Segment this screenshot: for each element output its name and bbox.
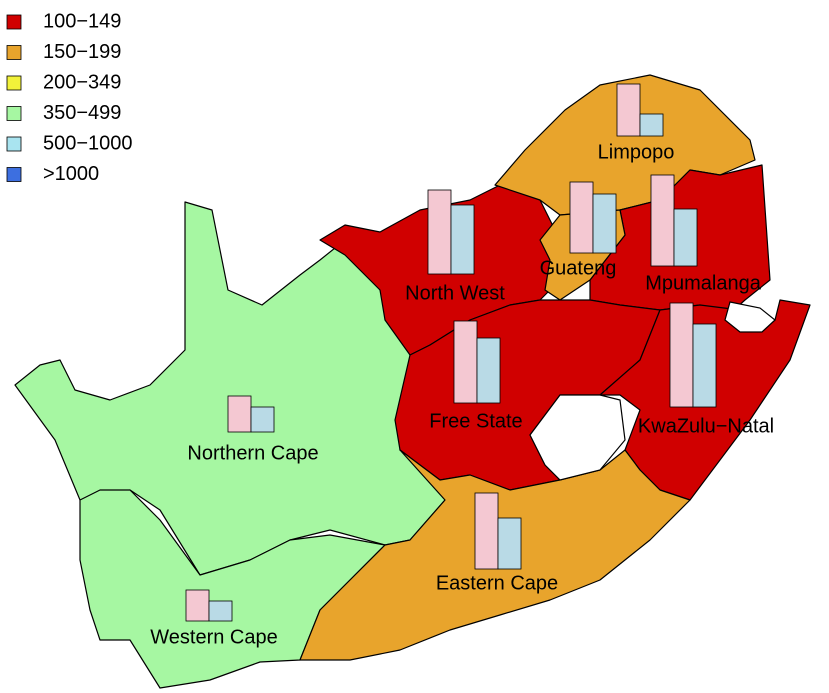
legend-swatch: [6, 167, 22, 182]
bar: [450, 204, 475, 275]
legend-label: 150−199: [43, 41, 121, 63]
bar: [427, 189, 452, 275]
province-label: Eastern Cape: [436, 572, 558, 594]
province-label: Northern Cape: [187, 442, 318, 464]
bar: [639, 113, 664, 137]
bar: [185, 589, 210, 622]
legend-label: 350−499: [43, 102, 121, 124]
bar: [650, 174, 675, 267]
bar: [250, 406, 275, 433]
bar: [569, 181, 594, 254]
province-label: North West: [405, 282, 505, 304]
province-label: Free State: [429, 410, 522, 432]
province-shape: [14, 201, 451, 576]
legend-label: >1000: [43, 163, 99, 185]
province-label: Limpopo: [598, 141, 675, 163]
bar: [616, 83, 641, 137]
legend-swatch: [6, 14, 22, 30]
province-label: Guateng: [540, 257, 617, 279]
province-label: Mpumalanga: [645, 272, 762, 294]
legend-swatch: [6, 136, 22, 152]
bar: [692, 323, 717, 408]
legend-swatch: [6, 75, 22, 91]
bar: [497, 517, 522, 570]
legend-label: 100−149: [43, 10, 121, 32]
bar: [453, 320, 478, 404]
bar: [592, 193, 617, 254]
legend-label: 200−349: [43, 71, 121, 93]
province-label: KwaZulu−Natal: [638, 415, 774, 437]
legend-label: 500−1000: [43, 132, 133, 154]
legend-swatch: [6, 45, 22, 60]
province-label: Western Cape: [150, 626, 277, 648]
bar: [474, 492, 499, 570]
bar: [673, 208, 698, 267]
bar: [227, 395, 252, 433]
legend-swatch: [6, 106, 22, 121]
bar: [476, 337, 501, 404]
bar: [669, 302, 694, 408]
swaziland: [724, 301, 776, 333]
lesotho: [529, 394, 626, 481]
bar: [208, 600, 233, 622]
